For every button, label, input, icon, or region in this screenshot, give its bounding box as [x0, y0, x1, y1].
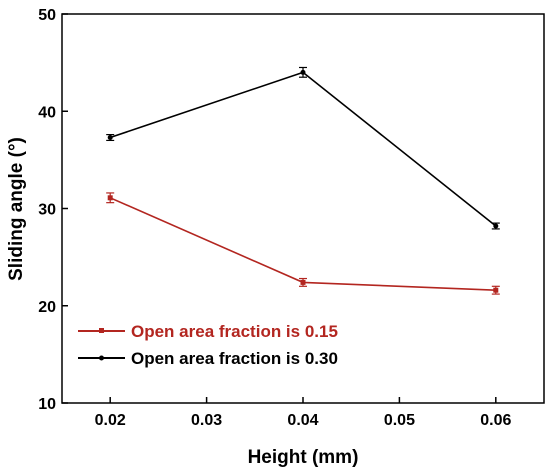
x-tick-label: 0.03	[191, 412, 222, 429]
y-tick-label: 10	[38, 396, 56, 413]
y-tick-label: 20	[38, 299, 56, 316]
legend-label-series-2: Open area fraction is 0.30	[131, 349, 338, 368]
series-1-point	[493, 287, 499, 293]
y-axis-title: Sliding angle (°)	[6, 137, 27, 281]
series-1-point	[300, 279, 306, 285]
x-tick-label: 0.04	[287, 412, 318, 429]
x-tick-label: 0.02	[95, 412, 126, 429]
y-tick-label: 40	[38, 104, 56, 121]
legend-marker-series-1	[99, 328, 104, 333]
series-2-point	[493, 223, 499, 229]
x-tick-label: 0.05	[384, 412, 415, 429]
x-tick-label: 0.06	[480, 412, 511, 429]
series-layer	[106, 66, 500, 295]
series-1-point	[107, 195, 113, 201]
x-axis-title: Height (mm)	[248, 447, 359, 468]
x-axis: 0.02 0.03 0.04 0.05 0.06	[95, 397, 511, 429]
legend-marker-series-2	[99, 355, 104, 361]
series-2-line	[109, 71, 497, 227]
y-axis: 10 20 30 40 50	[38, 7, 68, 413]
legend-label-series-1: Open area fraction is 0.15	[131, 322, 338, 341]
series-2-point	[300, 69, 306, 75]
legend: Open area fraction is 0.15 Open area fra…	[78, 322, 338, 368]
y-tick-label: 30	[38, 202, 56, 219]
y-tick-label: 50	[38, 7, 56, 24]
series-2-point	[107, 135, 113, 141]
series-1-line	[109, 197, 496, 291]
